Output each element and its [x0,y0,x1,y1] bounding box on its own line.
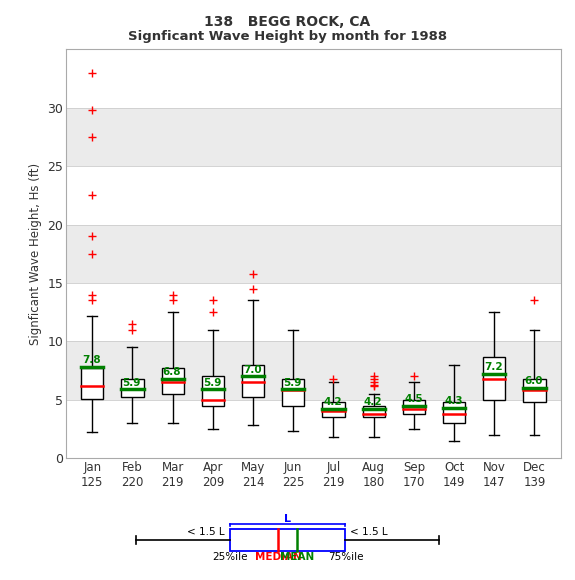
Bar [66,108,561,166]
Text: 25%ile: 25%ile [212,552,247,562]
Bar [66,224,561,283]
Text: 7.8: 7.8 [82,356,101,365]
Text: 5.9: 5.9 [122,378,141,387]
Bar [323,402,344,418]
Text: 6.0: 6.0 [524,376,543,386]
Bar [242,365,264,397]
Bar [363,405,385,418]
Bar [282,379,304,405]
Bar [81,368,104,398]
Bar [443,402,465,423]
Bar [66,166,561,224]
Bar [121,379,144,397]
Bar [229,529,346,551]
Text: 5.9: 5.9 [283,378,302,387]
Bar [66,342,561,400]
Text: < 1.5 L: < 1.5 L [187,527,225,538]
Bar [66,400,561,458]
Bar [66,283,561,342]
Text: 4.2: 4.2 [324,397,342,407]
Text: 7.2: 7.2 [485,362,503,372]
Bar [162,368,184,394]
Text: 7.0: 7.0 [243,365,262,375]
Text: 4.5: 4.5 [404,394,423,404]
Text: < 1.5 L: < 1.5 L [350,527,388,538]
Text: 4.2: 4.2 [364,397,382,407]
Text: 138   BEGG ROCK, CA: 138 BEGG ROCK, CA [204,14,371,28]
Text: MEDIAN: MEDIAN [255,552,302,562]
Text: 5.9: 5.9 [203,378,221,387]
Text: Signficant Wave Height by month for 1988: Signficant Wave Height by month for 1988 [128,30,447,43]
Text: 6.8: 6.8 [163,367,181,377]
Text: MEAN: MEAN [279,552,314,562]
Y-axis label: Signficant Wave Height, Hs (ft): Signficant Wave Height, Hs (ft) [29,162,42,345]
Bar [483,357,505,400]
Bar [202,376,224,405]
Bar [66,49,561,108]
Text: L: L [284,513,291,524]
Bar [403,400,425,414]
Text: 4.3: 4.3 [444,396,463,406]
Bar [523,379,546,402]
Text: 75%ile: 75%ile [328,552,363,562]
